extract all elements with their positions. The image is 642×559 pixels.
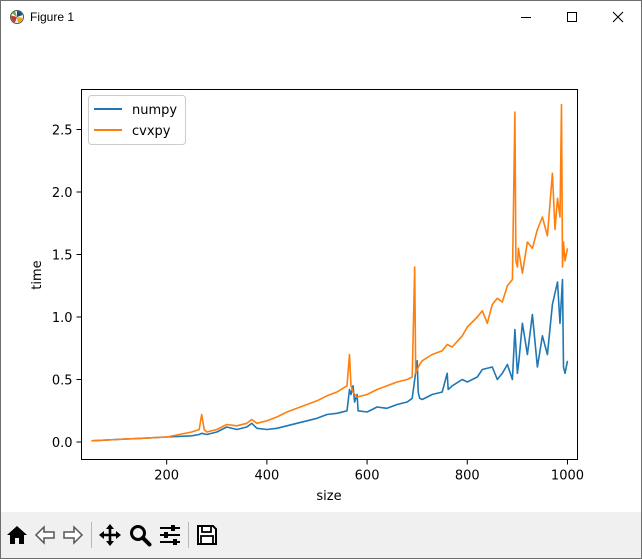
close-button[interactable] xyxy=(595,1,641,33)
window-title: Figure 1 xyxy=(30,10,75,24)
x-tick-label: 200 xyxy=(154,469,179,484)
save-button[interactable] xyxy=(193,521,221,549)
y-axis-ticks: 0.0 0.5 1.0 1.5 2.0 2.5 xyxy=(52,124,82,451)
y-tick-label: 2.5 xyxy=(52,124,73,139)
line-chart[interactable]: 200 400 600 800 1000 0.0 0.5 1.0 1.5 2.0 2.5 size… xyxy=(1,34,641,512)
x-tick-label: 800 xyxy=(455,469,480,484)
minimize-icon xyxy=(521,17,531,18)
home-icon xyxy=(7,526,27,544)
arrow-right-icon xyxy=(63,525,84,545)
y-tick-label: 1.0 xyxy=(52,311,73,326)
legend-label-numpy: numpy xyxy=(132,103,177,118)
back-button[interactable] xyxy=(31,521,59,549)
toolbar-separator xyxy=(91,522,92,548)
axes-frame xyxy=(81,89,578,460)
x-tick-label: 600 xyxy=(355,469,380,484)
y-tick-label: 1.5 xyxy=(52,249,73,264)
forward-button[interactable] xyxy=(59,521,87,549)
plot-canvas[interactable]: 200 400 600 800 1000 0.0 0.5 1.0 1.5 2.0 2.5 size… xyxy=(1,34,641,512)
toolbar-separator xyxy=(188,522,189,548)
y-tick-label: 2.0 xyxy=(52,186,73,201)
arrow-left-icon xyxy=(34,525,55,545)
maximize-button[interactable] xyxy=(549,1,595,33)
close-icon xyxy=(612,11,624,23)
y-tick-label: 0.0 xyxy=(52,436,73,451)
home-button[interactable] xyxy=(3,521,31,549)
save-icon xyxy=(197,525,217,545)
title-bar[interactable]: Figure 1 xyxy=(1,1,641,33)
minimize-button[interactable] xyxy=(503,1,549,33)
pan-button[interactable] xyxy=(96,521,124,549)
legend-box xyxy=(88,95,186,145)
configure-subplots-button[interactable] xyxy=(156,521,184,549)
x-axis-label: size xyxy=(316,489,341,504)
matplotlib-icon xyxy=(10,10,24,24)
move-icon xyxy=(99,524,121,546)
zoom-button[interactable] xyxy=(126,521,154,549)
navigation-toolbar xyxy=(1,512,641,558)
y-tick-label: 0.5 xyxy=(52,374,73,389)
x-tick-label: 400 xyxy=(254,469,279,484)
series-line-numpy xyxy=(91,278,569,442)
zoom-icon xyxy=(130,525,152,547)
maximize-icon xyxy=(567,12,577,22)
y-axis-label: time xyxy=(30,260,45,289)
x-axis-ticks: 200 400 600 800 1000 xyxy=(154,459,584,484)
sliders-icon xyxy=(160,525,180,545)
legend: numpy cvxpy xyxy=(88,95,186,145)
plot-lines xyxy=(91,103,569,442)
series-line-cvxpy xyxy=(91,103,569,442)
legend-label-cvxpy: cvxpy xyxy=(132,124,171,139)
x-tick-label: 1000 xyxy=(551,469,584,484)
